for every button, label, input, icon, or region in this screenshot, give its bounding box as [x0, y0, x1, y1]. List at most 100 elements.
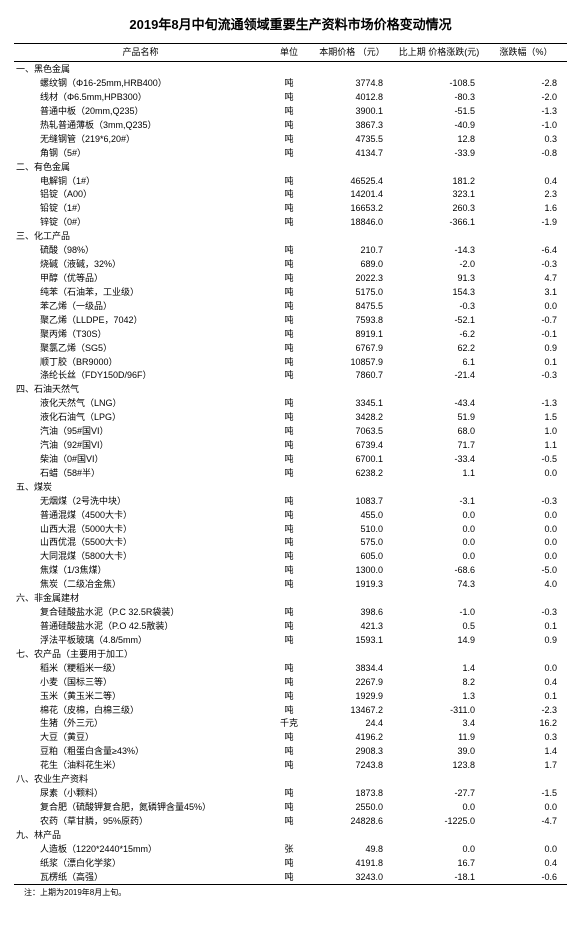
table-row: 纸浆（漂白化学浆）吨4191.816.70.4: [14, 856, 567, 870]
table-row: 热轧普通薄板（3mm,Q235）吨3867.3-40.9-1.0: [14, 118, 567, 132]
price-cell: 1919.3: [311, 577, 393, 591]
pct-cell: 0.1: [485, 355, 567, 369]
change-cell: 16.7: [393, 856, 485, 870]
unit-cell: 吨: [267, 188, 311, 202]
unit-cell: 吨: [267, 536, 311, 550]
header-row: 产品名称 单位 本期价格 （元） 比上期 价格涨跌(元) 涨跌幅（%）: [14, 44, 567, 62]
pct-cell: -2.3: [485, 703, 567, 717]
change-cell: 39.0: [393, 744, 485, 758]
change-cell: 1.1: [393, 466, 485, 480]
change-cell: -68.6: [393, 563, 485, 577]
change-cell: -1225.0: [393, 814, 485, 828]
price-cell: 4735.5: [311, 132, 393, 146]
change-cell: 0.0: [393, 800, 485, 814]
price-cell: 3774.8: [311, 76, 393, 90]
product-name: 山西优混（5500大卡）: [14, 536, 267, 550]
col-unit: 单位: [267, 44, 311, 62]
product-name: 铝锭（A00）: [14, 188, 267, 202]
change-cell: -52.1: [393, 313, 485, 327]
unit-cell: 吨: [267, 856, 311, 870]
table-row: 聚丙烯（T30S）吨8919.1-6.2-0.1: [14, 327, 567, 341]
unit-cell: 吨: [267, 271, 311, 285]
change-cell: -3.1: [393, 494, 485, 508]
product-name: 线材（Φ6.5mm,HPB300）: [14, 90, 267, 104]
unit-cell: 吨: [267, 327, 311, 341]
table-row: 三、化工产品: [14, 229, 567, 243]
table-row: 液化石油气（LPG）吨3428.251.91.5: [14, 410, 567, 424]
unit-cell: 吨: [267, 396, 311, 410]
change-cell: -366.1: [393, 215, 485, 229]
product-name: 锌锭（0#）: [14, 215, 267, 229]
change-cell: 51.9: [393, 410, 485, 424]
table-row: 五、煤炭: [14, 480, 567, 494]
pct-cell: 1.1: [485, 438, 567, 452]
pct-cell: -0.1: [485, 327, 567, 341]
price-cell: 18846.0: [311, 215, 393, 229]
product-name: 小麦（国标三等）: [14, 675, 267, 689]
unit-cell: 吨: [267, 577, 311, 591]
unit-cell: 吨: [267, 118, 311, 132]
table-row: 大同混煤（5800大卡）吨605.00.00.0: [14, 550, 567, 564]
pct-cell: -0.3: [485, 257, 567, 271]
table-row: 农药（草甘膦，95%原药）吨24828.6-1225.0-4.7: [14, 814, 567, 828]
unit-cell: 吨: [267, 619, 311, 633]
unit-cell: 吨: [267, 355, 311, 369]
unit-cell: 吨: [267, 104, 311, 118]
price-cell: 6767.9: [311, 341, 393, 355]
table-row: 聚乙烯（LLDPE，7042）吨7593.8-52.1-0.7: [14, 313, 567, 327]
change-cell: -21.4: [393, 369, 485, 383]
pct-cell: -2.8: [485, 76, 567, 90]
pct-cell: 0.0: [485, 800, 567, 814]
pct-cell: -4.7: [485, 814, 567, 828]
change-cell: -80.3: [393, 90, 485, 104]
change-cell: 0.5: [393, 619, 485, 633]
change-cell: 74.3: [393, 577, 485, 591]
pct-cell: 0.0: [485, 466, 567, 480]
unit-cell: 吨: [267, 257, 311, 271]
change-cell: 260.3: [393, 201, 485, 215]
change-cell: 0.0: [393, 550, 485, 564]
change-cell: -0.3: [393, 299, 485, 313]
product-name: 普通硅酸盐水泥（P.O 42.5散装）: [14, 619, 267, 633]
table-row: 石蜡（58#半）吨6238.21.10.0: [14, 466, 567, 480]
footnote: 注：上期为2019年8月上旬。: [14, 885, 567, 898]
change-cell: 91.3: [393, 271, 485, 285]
product-name: 复合硅酸盐水泥（P.C 32.5R袋装）: [14, 605, 267, 619]
product-name: 普通混煤（4500大卡）: [14, 508, 267, 522]
pct-cell: 1.0: [485, 424, 567, 438]
unit-cell: 吨: [267, 285, 311, 299]
pct-cell: -0.6: [485, 870, 567, 884]
price-cell: 1873.8: [311, 786, 393, 800]
change-cell: 14.9: [393, 633, 485, 647]
product-name: 普通中板（20mm,Q235）: [14, 104, 267, 118]
pct-cell: 4.0: [485, 577, 567, 591]
price-cell: 10857.9: [311, 355, 393, 369]
table-row: 硫酸（98%）吨210.7-14.3-6.4: [14, 243, 567, 257]
price-cell: 4134.7: [311, 146, 393, 160]
unit-cell: 吨: [267, 814, 311, 828]
unit-cell: 吨: [267, 369, 311, 383]
table-row: 山西大混（5000大卡）吨510.00.00.0: [14, 522, 567, 536]
change-cell: -33.4: [393, 452, 485, 466]
product-name: 大同混煤（5800大卡）: [14, 550, 267, 564]
table-row: 复合肥（硫酸钾复合肥，氮磷钾含量45%）吨2550.00.00.0: [14, 800, 567, 814]
product-name: 电解铜（1#）: [14, 174, 267, 188]
change-cell: -14.3: [393, 243, 485, 257]
product-name: 液化天然气（LNG）: [14, 396, 267, 410]
table-row: 复合硅酸盐水泥（P.C 32.5R袋装）吨398.6-1.0-0.3: [14, 605, 567, 619]
pct-cell: -1.5: [485, 786, 567, 800]
product-name: 稻米（粳稻米一级）: [14, 661, 267, 675]
unit-cell: 吨: [267, 703, 311, 717]
product-name: 山西大混（5000大卡）: [14, 522, 267, 536]
unit-cell: 吨: [267, 341, 311, 355]
table-row: 瓦楞纸（高强）吨3243.0-18.1-0.6: [14, 870, 567, 884]
table-row: 小麦（国标三等）吨2267.98.20.4: [14, 675, 567, 689]
price-cell: 3900.1: [311, 104, 393, 118]
product-name: 苯乙烯（一级品）: [14, 299, 267, 313]
unit-cell: 吨: [267, 800, 311, 814]
change-cell: -1.0: [393, 605, 485, 619]
change-cell: 6.1: [393, 355, 485, 369]
table-row: 玉米（黄玉米二等）吨1929.91.30.1: [14, 689, 567, 703]
table-row: 甲醇（优等品）吨2022.391.34.7: [14, 271, 567, 285]
category-label: 六、非金属建材: [14, 591, 567, 605]
